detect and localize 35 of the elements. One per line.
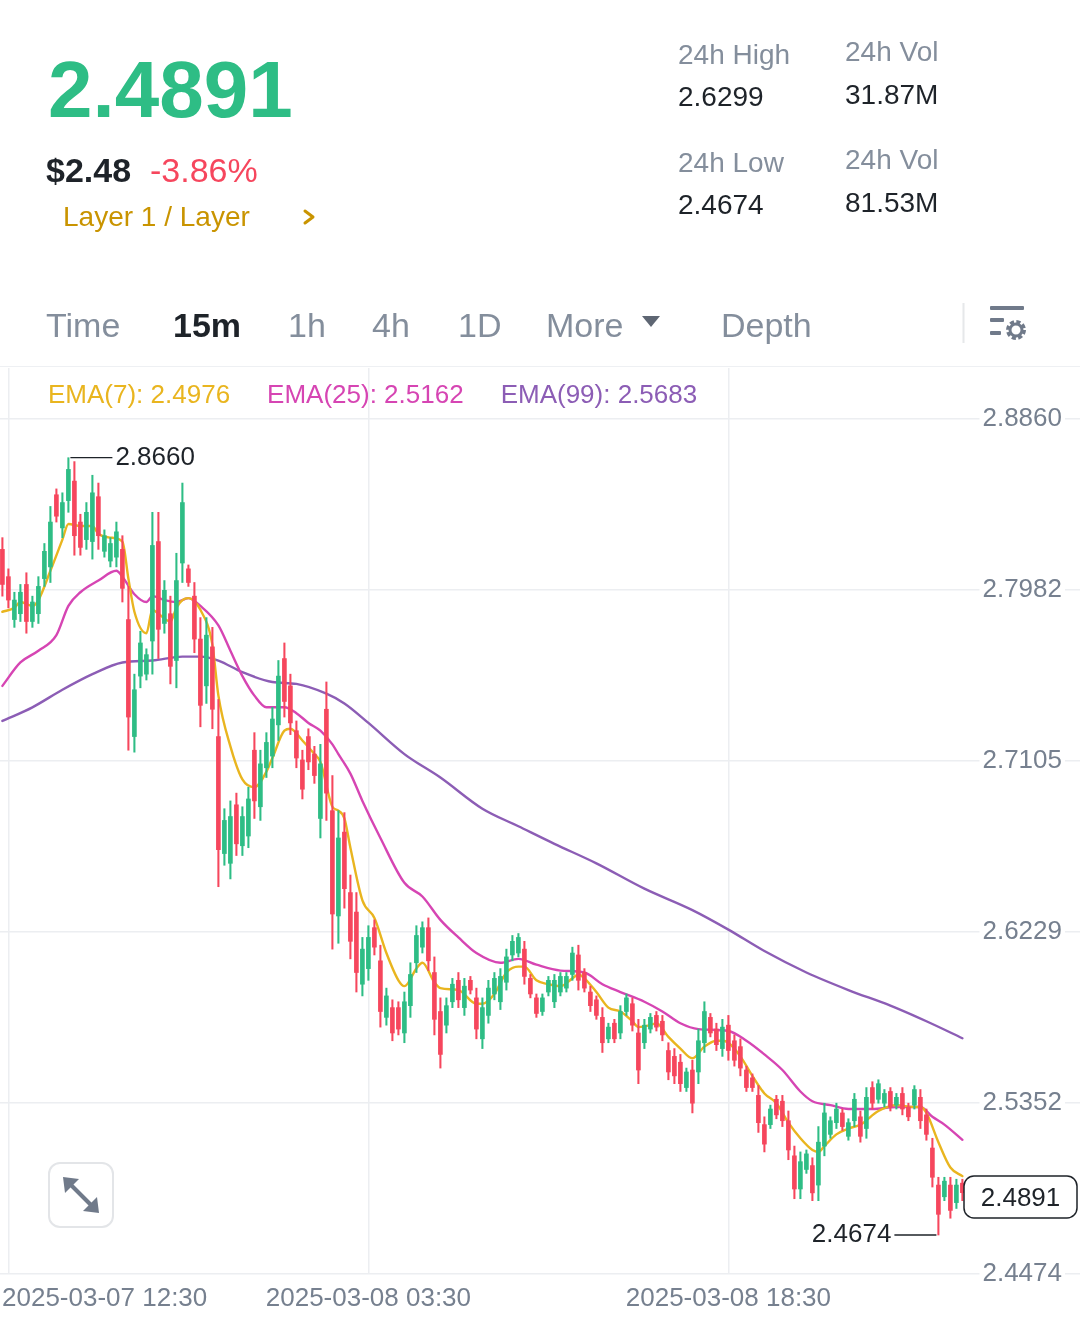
- text: 31.87M: [845, 79, 939, 111]
- text: Time: [46, 306, 121, 345]
- y-tick-label: 2.8860: [982, 401, 1062, 432]
- text: 24h Low: [678, 147, 784, 179]
- x-tick-label: 2025-03-08 03:30: [265, 1282, 472, 1313]
- x-tick-label: 2025-03-07 12:30: [2, 1282, 208, 1313]
- text: 1D: [458, 306, 502, 345]
- text: 81.53M: [845, 187, 939, 219]
- text: 4h: [372, 306, 410, 345]
- text: 24h High: [678, 39, 791, 71]
- y-tick-label: 2.7982: [982, 573, 1062, 604]
- text: 1h: [288, 306, 326, 345]
- text: EMA(99): 2.5683: [500, 379, 698, 409]
- text: EMA(7): 2.4976: [48, 379, 231, 409]
- text: 24h Vol: [845, 36, 939, 68]
- text: Layer 1 / Layer: [63, 201, 250, 233]
- text: 2.4891: [48, 44, 293, 134]
- text: 2.4674: [678, 189, 764, 221]
- text: -3.86%: [150, 151, 258, 190]
- text: EMA(25): 2.5162: [267, 379, 464, 409]
- text: $2.48: [46, 151, 132, 190]
- y-tick-label: 2.5352: [982, 1085, 1062, 1116]
- text: More: [546, 306, 624, 345]
- x-tick-label: 2025-03-08 18:30: [625, 1282, 832, 1313]
- text: 15m: [173, 306, 242, 345]
- text: 2.6299: [678, 81, 764, 113]
- price-tag: 2.4891: [963, 1175, 1078, 1219]
- annotation: 2.4674: [811, 1218, 892, 1249]
- y-tick-label: 2.7105: [982, 744, 1062, 775]
- text: Depth: [721, 306, 812, 345]
- y-tick-label: 2.6229: [982, 914, 1062, 945]
- line-series: [1, 655, 964, 1040]
- text: 24h Vol: [845, 144, 939, 176]
- annotation: 2.8660: [115, 440, 195, 471]
- y-tick-label: 2.4474: [982, 1257, 1062, 1288]
